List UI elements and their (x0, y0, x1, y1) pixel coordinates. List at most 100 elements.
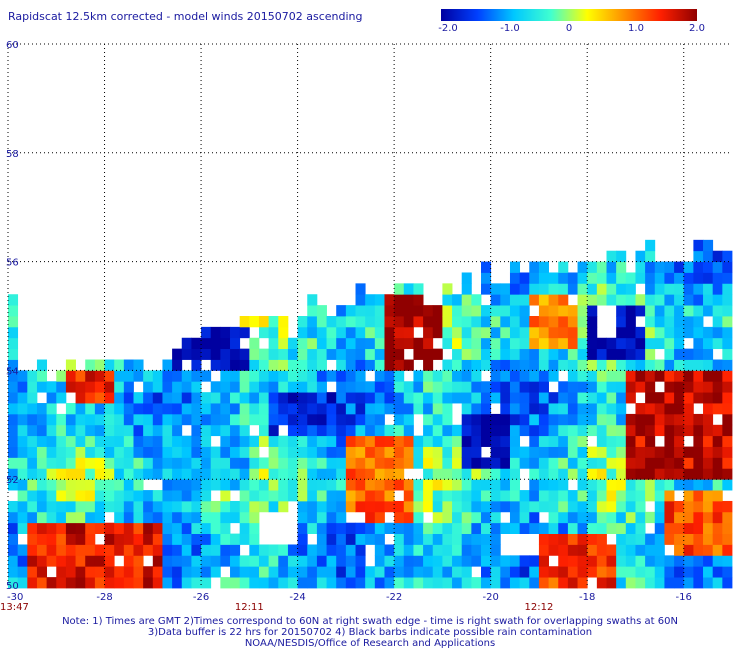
heatmap-cell (220, 500, 231, 513)
heatmap-cell (191, 446, 202, 458)
x-tick-label: -22 (386, 592, 402, 603)
heatmap-cell (104, 457, 115, 469)
heatmap-cell (606, 544, 617, 556)
heatmap-cell (143, 533, 154, 545)
heatmap-cell (94, 500, 105, 513)
heatmap-cell (558, 479, 569, 491)
heatmap-cell (519, 555, 530, 567)
heatmap-cell (442, 316, 453, 328)
heatmap-cell (481, 522, 492, 534)
heatmap-cell (85, 370, 96, 382)
heatmap-cell (645, 370, 656, 382)
heatmap-cell (519, 490, 530, 502)
heatmap-cell (490, 359, 501, 371)
heatmap-cell (703, 490, 714, 502)
heatmap-cell (336, 424, 347, 437)
heatmap-cell (355, 337, 366, 350)
heatmap-cell (558, 544, 569, 556)
heatmap-cell (703, 555, 714, 567)
heatmap-cell (94, 359, 105, 371)
heatmap-cell (181, 577, 192, 589)
heatmap-cell (693, 577, 704, 589)
heatmap-cell (152, 544, 163, 556)
heatmap-cell (567, 403, 578, 415)
heatmap-cell (703, 533, 714, 545)
heatmap-cell (442, 479, 453, 491)
heatmap-cell (548, 272, 559, 284)
heatmap-cell (326, 446, 337, 458)
heatmap-cell (538, 294, 549, 306)
heatmap-cell (432, 435, 443, 447)
heatmap-cell (442, 435, 453, 447)
heatmap-cell (201, 403, 212, 415)
heatmap-cell (220, 479, 231, 491)
heatmap-cell (529, 326, 540, 339)
heatmap-cell (114, 424, 125, 437)
heatmap-cell (567, 522, 578, 534)
heatmap-cell (452, 555, 463, 567)
heatmap-cell (8, 446, 19, 458)
heatmap-cell (481, 392, 492, 404)
heatmap-cell (143, 392, 154, 404)
heatmap-cell (65, 533, 76, 545)
heatmap-cell (336, 566, 347, 578)
heatmap-cell (36, 413, 48, 426)
heatmap-cell (191, 403, 202, 415)
heatmap-cell (85, 577, 96, 589)
heatmap-cell (500, 305, 511, 317)
heatmap-cell (220, 490, 231, 502)
heatmap-cell (210, 522, 221, 534)
heatmap-cell (442, 468, 453, 480)
axis-labels: -28 -26 -24 -22 -20 -18 -16525456586050-3013:4… (0, 40, 692, 612)
heatmap-cell (577, 566, 588, 578)
heatmap-cell (481, 272, 492, 284)
heatmap-cell (529, 479, 540, 491)
heatmap-cell (230, 468, 241, 480)
heatmap-cell (654, 261, 665, 273)
heatmap-cell (423, 533, 434, 545)
heatmap-cell (316, 370, 327, 382)
heatmap-cell (461, 403, 472, 415)
heatmap-cell (703, 522, 714, 534)
heatmap-cell (519, 522, 530, 534)
heatmap-cell (712, 522, 723, 534)
heatmap-cell (509, 577, 521, 589)
heatmap-cell (442, 446, 453, 458)
heatmap-cell (703, 348, 714, 360)
heatmap-cell (374, 522, 385, 534)
heatmap-cell (490, 305, 501, 317)
heatmap-cell (65, 424, 76, 437)
heatmap-cell (693, 468, 704, 480)
heatmap-cell (548, 435, 559, 447)
heatmap-cell (384, 381, 395, 393)
heatmap-cell (538, 348, 549, 360)
heatmap-cell (596, 424, 607, 437)
heatmap-cell (297, 566, 308, 578)
heatmap-cell (210, 500, 221, 513)
heatmap-cell (152, 381, 163, 393)
heatmap-cell (46, 490, 57, 502)
x-tick-label: -28 (96, 592, 112, 603)
heatmap-cell (596, 544, 607, 556)
heatmap-cell (490, 566, 501, 578)
heatmap-cell (36, 359, 48, 371)
heatmap-cell (162, 435, 173, 447)
heatmap-cell (471, 326, 482, 339)
heatmap-cell (703, 272, 714, 284)
heatmap-cell (664, 435, 675, 447)
heatmap-cell (558, 413, 569, 426)
heatmap-cell (490, 479, 501, 491)
heatmap-cell (210, 337, 221, 350)
heatmap-cell (703, 261, 714, 273)
heatmap-cell (27, 392, 38, 404)
heatmap-cell (172, 435, 183, 447)
heatmap-cell (596, 337, 607, 350)
heatmap-cell (452, 381, 463, 393)
heatmap-cell (201, 326, 212, 339)
heatmap-cell (471, 577, 482, 589)
heatmap-cell (394, 533, 405, 545)
heatmap-cell (538, 479, 549, 491)
heatmap-cell (587, 544, 598, 556)
heatmap-cell (471, 457, 482, 469)
heatmap-cell (616, 544, 627, 556)
